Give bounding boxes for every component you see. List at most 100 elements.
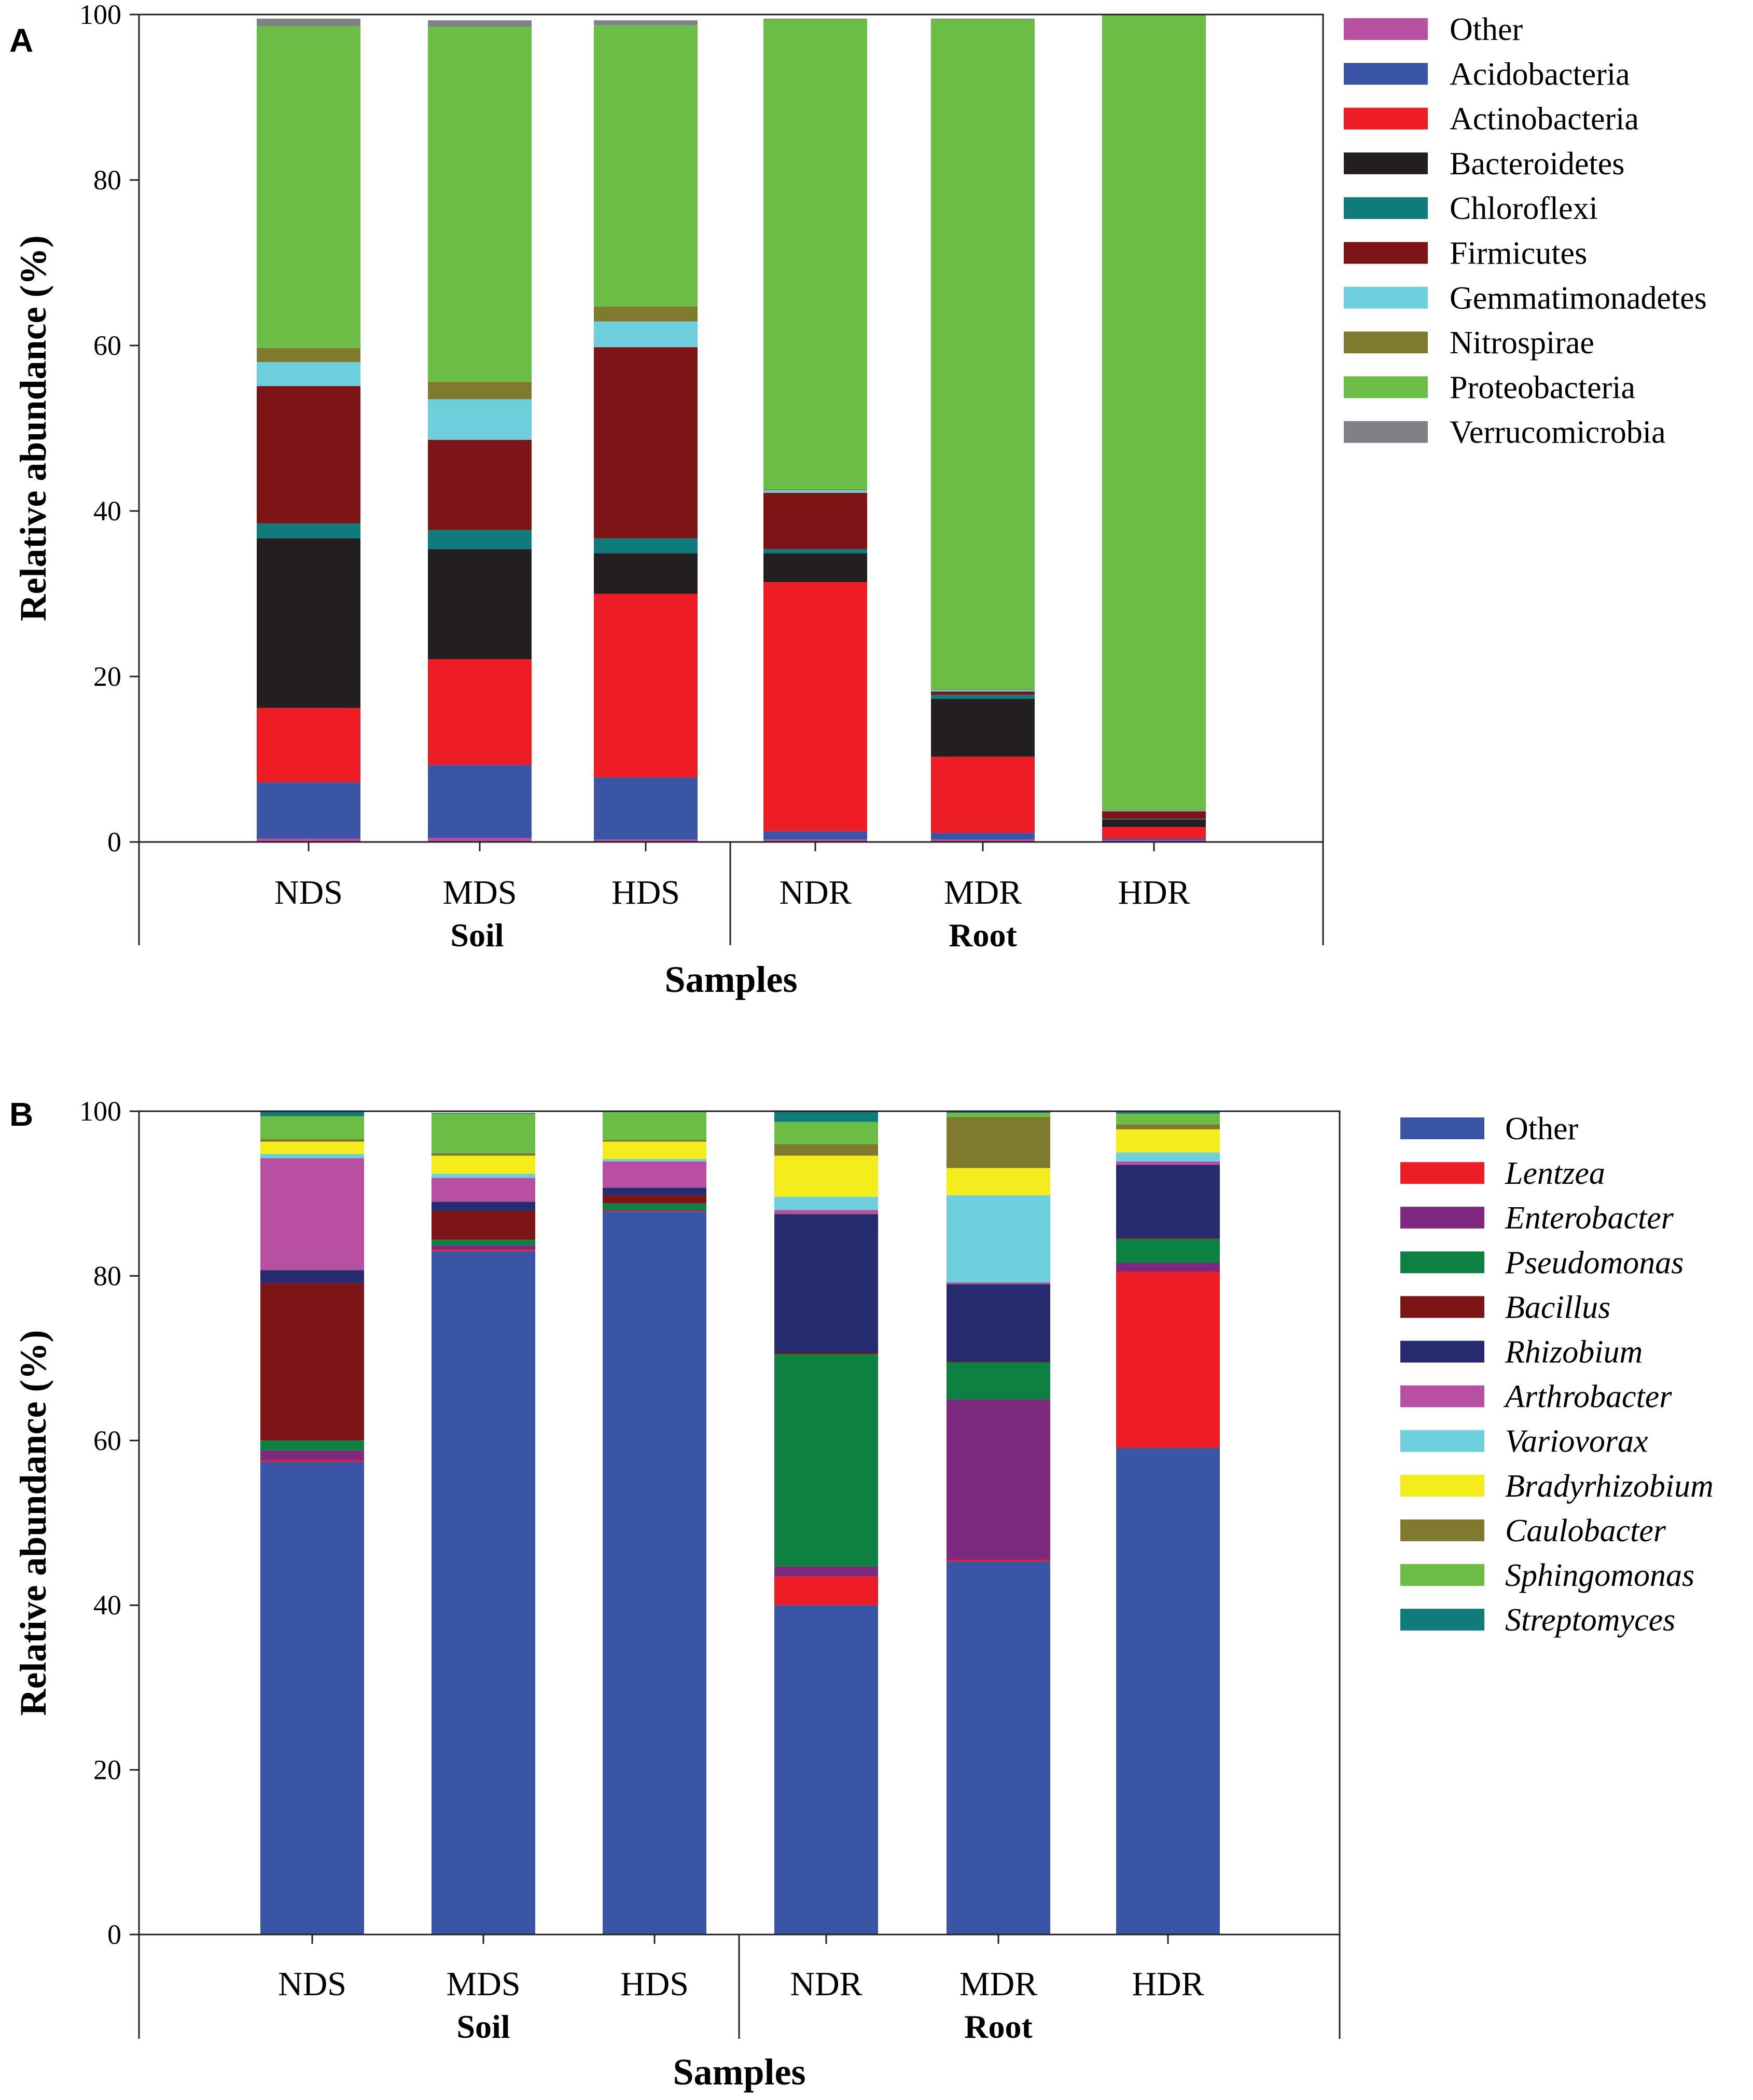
bar-segment-mds-caulobacter [432,1153,535,1156]
bar-segment-mds-streptomyces [432,1113,535,1114]
bar-segment-hds-pseudomonas [603,1203,706,1210]
bar-segment-mds-lentzea [432,1249,535,1251]
bar-segment-mds-proteobacteria [428,26,532,382]
bar-segment-hds-chloroflexi [594,538,698,554]
legend-item-sphingomonas: Sphingomonas [1400,1558,1694,1593]
bar-segment-nds-bacteroidetes [257,538,360,708]
legend-label: Other [1505,1111,1579,1146]
bar-segment-hds-rhizobium [603,1187,706,1195]
bar-segment-mdr-sphingomonas [947,1113,1050,1117]
bar-segment-ndr-bacteroidetes [763,553,867,583]
bar-segment-hds-bacillus [603,1195,706,1204]
legend-swatch [1344,286,1428,309]
bar-segment-ndr-variovorax [774,1197,878,1210]
bar-segment-mds-sphingomonas [432,1113,535,1153]
legend-item-actinobacteria: Actinobacteria [1344,102,1639,137]
legend-label: Actinobacteria [1450,102,1639,137]
bar-segment-mdr-enterobacter [947,1399,1050,1560]
bar-segment-ndr-enterobacter [774,1566,878,1577]
group-label-soil: Soil [450,917,504,954]
legend-label: Gemmatimonadetes [1450,281,1707,316]
group-label-root: Root [964,2008,1033,2045]
bar-segment-mds-pseudomonas [432,1239,535,1246]
y-tick-label: 0 [107,826,121,858]
bar-segment-mds-gemmatimonadetes [428,399,532,440]
legend-swatch [1344,63,1428,85]
legend-swatch [1344,107,1428,130]
category-label-mds: MDS [442,874,517,911]
bar-segment-ndr-verrucomicrobia [763,18,867,20]
bar-segment-ndr-gemmatimonadetes [763,490,867,493]
legend-swatch [1400,1474,1484,1497]
bar-segment-mdr-pseudomonas [947,1362,1050,1400]
bar-segment-nds-other [260,1462,364,1935]
bar-segment-mds-actinobacteria [428,659,532,765]
legend-label: Firmicutes [1450,236,1587,271]
panel-letter: B [9,1096,33,1133]
bar-segment-mds-enterobacter [432,1245,535,1250]
bar-segment-mdr-nitrospirae [931,688,1035,690]
legend-label: Streptomyces [1505,1602,1675,1638]
bar-segment-ndr-arthrobacter [774,1210,878,1214]
bar-segment-hdr-pseudomonas [1116,1238,1220,1263]
legend-item-bacteroidetes: Bacteroidetes [1344,146,1624,182]
legend-swatch [1400,1117,1484,1139]
bar-segment-hdr-chloroflexi [1102,819,1206,820]
bar-segment-hds-nitrospirae [594,307,698,322]
y-axis-title: Relative abundance (%) [12,236,54,621]
bar-segment-ndr-nitrospirae [763,489,867,491]
bar-segment-nds-pseudomonas [260,1440,364,1450]
legend-swatch [1400,1564,1484,1586]
bar-segment-hdr-caulobacter [1116,1124,1220,1129]
legend-swatch [1400,1385,1484,1407]
bar-segment-hdr-arthrobacter [1116,1161,1220,1165]
y-tick-label: 60 [93,330,121,361]
bar-segment-hds-arthrobacter [603,1161,706,1188]
bar-segment-nds-enterobacter [260,1450,364,1460]
bar-segment-hds-other [603,1211,706,1935]
bar-segment-hdr-streptomyces [1116,1112,1220,1114]
category-label-ndr: NDR [779,874,851,911]
bar-segment-mds-bradyrhizobium [432,1155,535,1174]
bar-segment-hdr-lentzea [1116,1272,1220,1448]
legend-swatch [1344,421,1428,443]
legend-swatch [1344,152,1428,174]
legend-swatch [1400,1430,1484,1452]
bar-segment-mdr-streptomyces [947,1111,1050,1113]
bar-segment-hds-bacteroidetes [594,553,698,594]
y-tick-label: 80 [93,164,121,196]
bar-segment-ndr-bradyrhizobium [774,1155,878,1197]
legend-swatch [1344,331,1428,354]
bar-segment-nds-chloroflexi [257,523,360,538]
category-label-nds: NDS [274,874,343,911]
legend-swatch [1400,1519,1484,1541]
bar-segment-hds-lentzea [603,1211,706,1212]
bar-segment-nds-acidobacteria [257,782,360,839]
legend-item-pseudomonas: Pseudomonas [1400,1245,1684,1280]
bar-segment-nds-verrucomicrobia [257,18,360,26]
legend-label: Verrucomicrobia [1450,415,1666,450]
legend-swatch [1400,1251,1484,1274]
bar-segment-mds-other [428,838,532,842]
bar-segment-mdr-rhizobium [947,1284,1050,1362]
legend-label: Enterobacter [1505,1200,1674,1236]
y-tick-label: 100 [79,0,121,30]
legend-label: Bradyrhizobium [1505,1469,1714,1504]
bar-segment-hds-other [594,839,698,842]
bar-segment-nds-arthrobacter [260,1158,364,1270]
bar-segment-hds-firmicutes [594,347,698,538]
legend-swatch [1400,1296,1484,1318]
panel-b: B 0 20 40 60 80 100 NDS MDS HDS NDR MDR HDR Soil Root S… [9,1096,1714,2093]
bar-segment-mds-rhizobium [432,1201,535,1211]
category-label-hdr: HDR [1118,874,1190,911]
bar-segment-hdr-nitrospirae [1102,809,1206,811]
bar-segment-ndr-bacillus [774,1352,878,1355]
legend-item-verrucomicrobia: Verrucomicrobia [1344,415,1666,450]
bar-segment-hds-gemmatimonadetes [594,321,698,348]
bar-segment-mdr-actinobacteria [931,756,1035,833]
bar-segment-ndr-pseudomonas [774,1354,878,1567]
x-axis-title: Samples [664,959,797,1000]
bar-segment-ndr-chloroflexi [763,549,867,554]
bar-segment-nds-lentzea [260,1460,364,1462]
